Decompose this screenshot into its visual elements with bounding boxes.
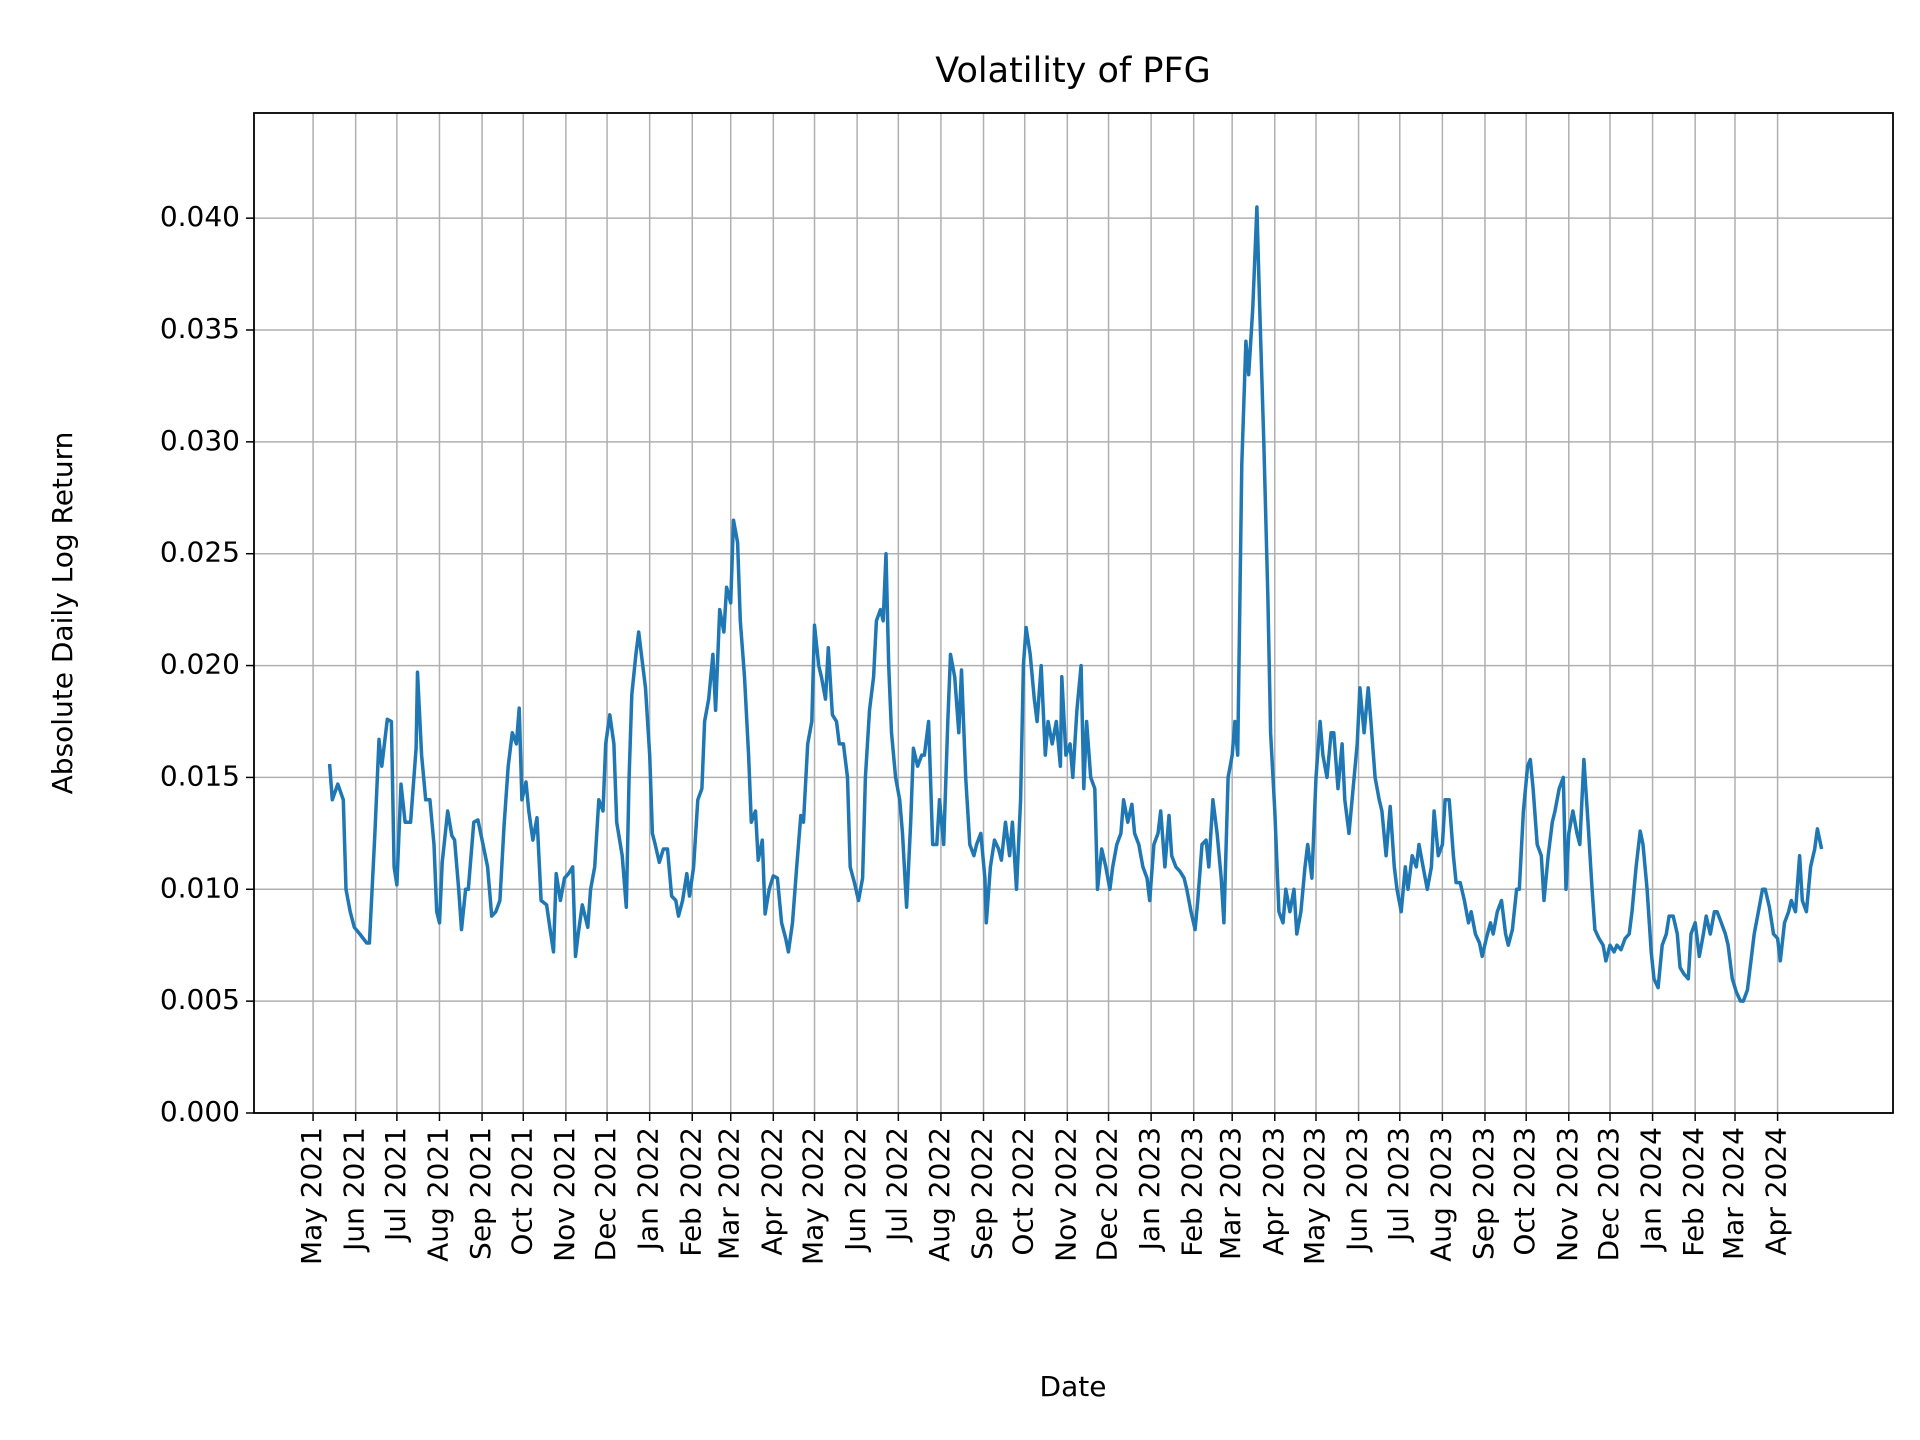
data-line [327,205,1824,1003]
y-axis-label: Absolute Daily Log Return [46,432,79,795]
chart-title: Volatility of PFG [935,51,1211,91]
x-tick-label: Feb 2024 [1677,1127,1710,1257]
x-tick-label: Aug 2023 [1424,1127,1457,1262]
y-tick-label: 0.015 [160,759,240,792]
x-tick-label: Apr 2023 [1257,1127,1290,1256]
x-tick-label: Oct 2021 [505,1127,538,1256]
x-tick-label: Jun 2023 [1341,1127,1374,1253]
y-tick-label: 0.030 [160,424,240,457]
x-tick-label: Jul 2023 [1382,1127,1415,1243]
y-tick-label: 0.005 [160,983,240,1016]
y-tick-label: 0.025 [160,536,240,569]
x-axis-label: Date [1040,1370,1107,1403]
y-tick-label: 0.000 [160,1095,240,1128]
x-tick-label: Oct 2023 [1508,1127,1541,1256]
x-tick-label: Dec 2022 [1091,1127,1124,1261]
x-tick-label: Aug 2021 [421,1127,454,1262]
x-tick-label: Apr 2024 [1760,1127,1793,1256]
x-tick-label: Aug 2022 [923,1127,956,1262]
x-tick-label: Dec 2023 [1592,1127,1625,1261]
x-tick-label: Sep 2023 [1467,1127,1500,1260]
x-tick-label: Feb 2023 [1176,1127,1209,1257]
x-tick-label: Nov 2021 [548,1127,581,1262]
x-tick-label: Jan 2024 [1635,1127,1668,1252]
x-tick-label: May 2022 [797,1127,830,1265]
x-tick-label: Jun 2022 [839,1127,872,1253]
plot-frame [253,112,1894,1114]
x-tick-label: Jun 2021 [338,1127,371,1253]
x-tick-label: Jul 2021 [379,1127,412,1243]
y-tick-label: 0.035 [160,312,240,345]
x-tick-label: Oct 2022 [1007,1127,1040,1256]
x-tick-label: Mar 2023 [1214,1127,1247,1260]
x-tick-label: Mar 2024 [1717,1127,1750,1260]
x-tick-label: Nov 2023 [1551,1127,1584,1262]
x-tick-label: Jan 2022 [632,1127,665,1252]
y-tick-label: 0.010 [160,871,240,904]
x-tick-label: May 2023 [1298,1127,1331,1265]
x-tick-label: Sep 2021 [464,1127,497,1260]
x-tick-label: Jul 2022 [880,1127,913,1243]
x-tick-label: Mar 2022 [713,1127,746,1260]
x-tick-label: Apr 2022 [755,1127,788,1256]
x-tick-label: Nov 2022 [1049,1127,1082,1262]
y-tick-label: 0.040 [160,200,240,233]
x-tick-label: Jan 2023 [1133,1127,1166,1252]
x-tick-label: Sep 2022 [966,1127,999,1260]
y-tick-label: 0.020 [160,648,240,681]
x-tick-label: May 2021 [295,1127,328,1265]
x-tick-label: Dec 2021 [589,1127,622,1261]
x-tick-label: Feb 2022 [674,1127,707,1257]
